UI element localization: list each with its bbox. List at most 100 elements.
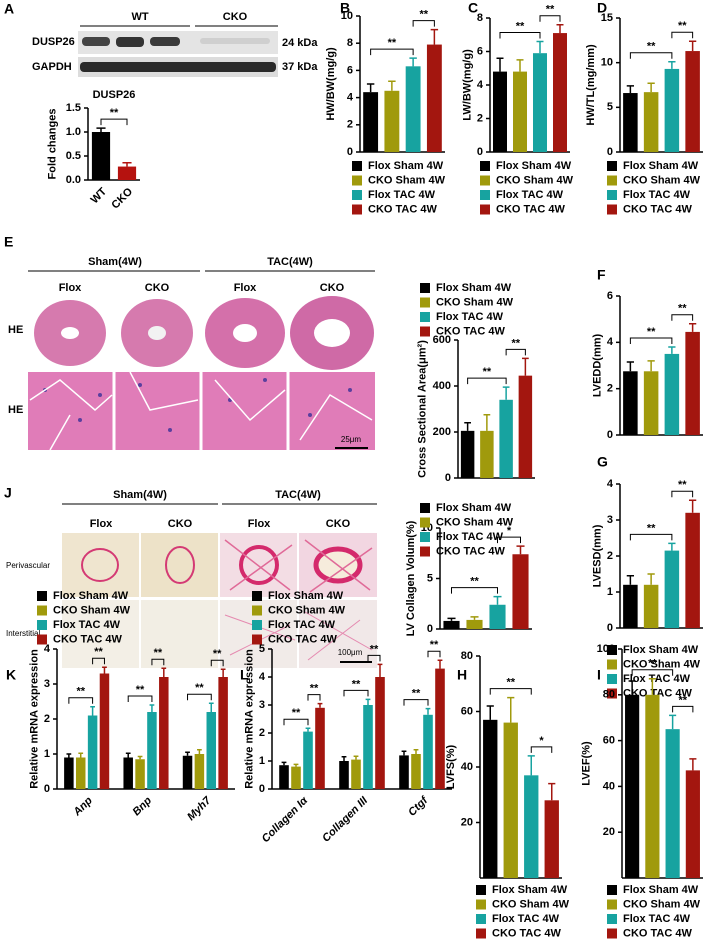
legend-label: Flox Sham 4W: [53, 590, 129, 602]
legend-swatch: [476, 885, 486, 895]
y-tick-label: 80: [461, 650, 473, 662]
bar: [443, 620, 460, 629]
legend-label: CKO TAC 4W: [436, 545, 505, 557]
column-label: CKO: [326, 518, 351, 530]
error-bar: [208, 702, 214, 712]
bar: [685, 770, 700, 878]
legend-swatch: [607, 204, 617, 215]
bar: [75, 757, 86, 789]
significance-label: **: [213, 648, 222, 660]
y-tick-label: 0: [427, 623, 433, 635]
significance-label: **: [76, 686, 85, 698]
panel-letter: E: [4, 234, 13, 250]
significance-bracket: [187, 693, 212, 701]
error-bar: [430, 28, 439, 45]
error-bar: [556, 23, 564, 34]
legend-swatch: [607, 659, 617, 670]
bar: [339, 761, 349, 789]
bar: [518, 375, 533, 478]
significance-bracket: [672, 705, 694, 713]
y-tick-label: 0: [607, 622, 613, 634]
significance-bracket: [530, 746, 553, 753]
bar: [194, 754, 205, 789]
error-bar: [185, 751, 190, 756]
y-tick-label: 0.5: [66, 150, 81, 162]
significance-label: **: [110, 107, 119, 119]
significance-label: **: [647, 522, 656, 534]
band: [116, 37, 144, 47]
group-label: Sham(4W): [88, 256, 142, 268]
significance-label: **: [678, 694, 687, 706]
legend-label: Flox Sham 4W: [496, 160, 572, 172]
error-bar: [353, 755, 359, 760]
y-tick-label: 10: [341, 10, 353, 22]
y-tick-label: 3: [44, 678, 50, 690]
bar: [643, 371, 659, 435]
y-tick-label: 1.0: [66, 126, 81, 138]
column-label: Flox: [59, 282, 82, 294]
bar: [664, 550, 680, 628]
y-tick-label: 600: [433, 334, 451, 346]
chart-title: DUSP26: [93, 89, 136, 101]
significance-bracket: [671, 31, 694, 39]
legend-swatch: [607, 899, 617, 910]
bar: [664, 68, 680, 152]
error-bar: [647, 360, 655, 372]
error-bar: [626, 361, 635, 372]
legend-swatch: [607, 885, 617, 895]
legend-swatch: [252, 591, 262, 601]
y-tick-label: 0: [44, 783, 50, 795]
y-tick-label: 4: [44, 643, 51, 655]
significance-label: **: [516, 20, 525, 32]
significance-bracket: [210, 659, 224, 667]
error-bar: [305, 727, 311, 732]
error-bar: [486, 705, 494, 720]
column-label: Flox: [248, 518, 271, 530]
legend-swatch: [420, 517, 430, 528]
legend-label: Flox TAC 4W: [268, 619, 336, 631]
legend-label: CKO Sham 4W: [623, 174, 701, 186]
y-tick-label: 4: [607, 336, 614, 348]
legend-label: CKO Sham 4W: [436, 516, 514, 528]
bar: [426, 44, 442, 153]
y-tick-label: 6: [607, 290, 613, 302]
y-tick-label: 6: [347, 64, 353, 76]
bar: [480, 430, 494, 478]
band: [150, 37, 180, 46]
y-tick-label: 4: [607, 478, 614, 490]
legend-label: Flox TAC 4W: [496, 189, 564, 201]
error-bar: [647, 82, 655, 93]
y-tick-label: 60: [461, 705, 473, 717]
tissue-image: [62, 600, 139, 668]
error-bar: [536, 40, 544, 54]
size-label: 24 kDa: [282, 37, 318, 49]
x-tick-label: Myh7: [185, 794, 214, 823]
error-bar: [502, 386, 510, 400]
panel-letter: F: [597, 267, 606, 283]
error-bar: [293, 763, 299, 767]
y-tick-label: 200: [433, 426, 451, 438]
band: [82, 37, 110, 46]
bar: [147, 712, 157, 789]
bar: [315, 707, 325, 789]
y-axis-label: HW/BW(mg/g): [325, 47, 337, 121]
panel-letter: B: [340, 0, 350, 16]
legend-swatch: [252, 620, 262, 630]
legend-swatch: [420, 546, 430, 557]
tissue-image: [62, 533, 139, 597]
y-tick-label: 2: [607, 550, 613, 562]
panel-letter: K: [6, 667, 16, 683]
column-label: CKO: [145, 282, 170, 294]
y-tick-label: 2: [607, 383, 613, 395]
legend-label: Flox TAC 4W: [53, 619, 121, 631]
y-tick-label: 2: [347, 119, 353, 131]
error-bar: [388, 80, 396, 91]
panel-letter: A: [4, 1, 14, 17]
y-tick-label: 400: [433, 380, 451, 392]
size-label: 37 kDa: [282, 61, 318, 73]
legend-label: Flox TAC 4W: [492, 913, 560, 925]
y-axis-label: HW/TL(mg/mm): [585, 44, 597, 126]
y-tick-label: 60: [603, 735, 615, 747]
bar: [460, 430, 475, 478]
y-tick-label: 0: [607, 146, 613, 158]
